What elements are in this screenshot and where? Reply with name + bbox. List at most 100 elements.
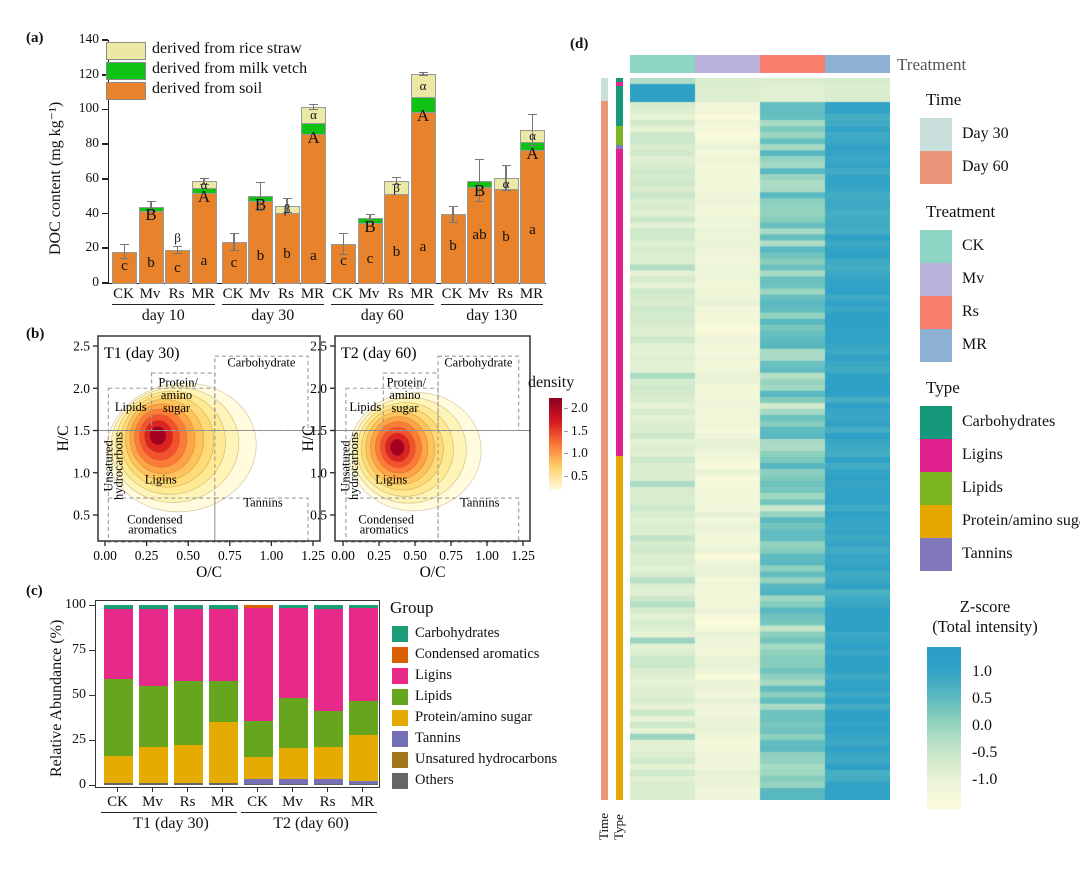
svg-text:hydrocarbons: hydrocarbons <box>111 432 125 500</box>
y-tick-label: 20 <box>85 239 100 255</box>
svg-text:1.00: 1.00 <box>475 548 499 563</box>
error-bar-cap <box>120 258 129 260</box>
significance-letter: b <box>283 246 291 263</box>
svg-text:2.0: 2.0 <box>310 381 327 396</box>
density-tick-mark <box>564 475 568 477</box>
svg-text:Ligins: Ligins <box>145 473 177 487</box>
density-tick-label: 2.0 <box>571 400 588 415</box>
svg-text:Lipids: Lipids <box>115 400 147 414</box>
density-tick-mark <box>564 430 568 432</box>
significance-letter-greek: α <box>502 175 510 191</box>
significance-letter-greek: β <box>174 229 181 245</box>
x-category-label: CK <box>332 286 353 302</box>
x-category-label: CK <box>107 794 128 810</box>
stack-segment <box>279 778 308 785</box>
bar-segment-soil <box>165 250 190 284</box>
x-category-label: MR <box>519 286 544 302</box>
time-legend-swatch <box>920 118 952 151</box>
abundance-bar-chart <box>95 600 380 788</box>
legend-label: Others <box>415 772 454 788</box>
svg-text:amino: amino <box>389 388 420 402</box>
svg-text:T2 (day 60): T2 (day 60) <box>341 345 417 362</box>
error-bar-cap <box>475 159 484 161</box>
significance-letter-capital: B <box>254 195 267 215</box>
treatment-legend-swatch <box>920 296 952 329</box>
zscore-tick-label: 1.0 <box>972 663 992 680</box>
significance-letter-capital: A <box>416 106 430 126</box>
significance-letter: a <box>529 221 536 238</box>
significance-letter: ab <box>472 227 487 244</box>
legend-label: derived from soil <box>152 80 263 97</box>
stack-segment <box>209 680 238 722</box>
x-category-label: Mv <box>249 286 270 302</box>
type-annotation-segment <box>616 85 623 126</box>
y-tick-mark <box>102 143 108 145</box>
svg-text:Condensed: Condensed <box>127 512 183 526</box>
stack-segment <box>174 605 203 609</box>
significance-letter: a <box>419 239 427 256</box>
significance-letter-greek: β <box>393 179 400 195</box>
error-bar-cap <box>528 114 537 116</box>
legend-swatch <box>106 42 146 60</box>
error-bar-cap <box>339 253 348 255</box>
stack-segment <box>349 701 378 735</box>
panel-d-label: (d) <box>570 36 589 52</box>
svg-text:O/C: O/C <box>196 564 222 580</box>
treatment-legend-swatch <box>920 230 952 263</box>
y-tick-mark <box>89 605 95 607</box>
significance-letter: b <box>502 228 510 245</box>
y-tick-label: 120 <box>78 65 99 81</box>
group-label: day 60 <box>360 307 404 324</box>
error-bar-cap <box>475 200 484 202</box>
y-tick-label: 100 <box>65 597 86 612</box>
time-annotation-segment <box>601 78 608 102</box>
group-label: day 30 <box>251 307 295 324</box>
x-category-label: CK <box>247 794 268 810</box>
panel-c-legend-title: Group <box>390 598 434 617</box>
stack-segment <box>244 757 273 779</box>
type-legend-swatch <box>920 472 952 505</box>
error-bar <box>259 182 262 211</box>
svg-text:Unsatured: Unsatured <box>338 440 352 492</box>
error-bar-cap <box>501 165 511 167</box>
y-tick-label: 50 <box>72 687 86 702</box>
svg-text:Tannins: Tannins <box>243 496 283 510</box>
stack-segment <box>139 747 168 784</box>
svg-text:amino: amino <box>161 388 192 402</box>
legend-swatch <box>392 731 408 747</box>
error-bar <box>203 178 205 185</box>
significance-letter: c <box>340 253 347 270</box>
stack-segment <box>279 605 308 608</box>
x-category-label: MR <box>410 286 434 302</box>
treatment-legend-label: Rs <box>962 303 979 320</box>
group-underline <box>440 304 543 306</box>
significance-letter: c <box>366 251 374 268</box>
legend-label: Condensed aromatics <box>415 646 540 662</box>
error-bar <box>505 165 507 191</box>
stack-segment <box>174 745 203 784</box>
x-category-label: MR <box>210 794 235 810</box>
group-underline <box>112 304 215 306</box>
significance-letter-capital: A <box>526 144 539 164</box>
svg-text:O/C: O/C <box>420 564 446 580</box>
panel-c-label: (c) <box>26 583 43 599</box>
svg-text:Ligins: Ligins <box>375 473 407 487</box>
y-tick-mark <box>102 73 108 76</box>
heatmap-treatment-annotation-label: Treatment <box>897 55 967 74</box>
error-bar-cap <box>392 176 401 178</box>
x-category-label: MR <box>350 794 375 810</box>
stack-segment <box>104 608 133 679</box>
x-category-label: Mv <box>282 794 303 810</box>
legend-label: derived from rice straw <box>152 40 302 57</box>
x-category-label: MR <box>300 286 325 302</box>
heatmap-time-annotation <box>601 78 608 800</box>
y-tick-label: 75 <box>72 642 86 657</box>
stack-segment <box>104 605 133 609</box>
significance-letter: b <box>256 247 265 264</box>
stack-segment <box>314 784 343 785</box>
stack-segment <box>349 734 378 782</box>
significance-letter-capital: B <box>473 180 486 200</box>
stack-segment <box>349 607 378 702</box>
error-bar-cap <box>146 211 156 213</box>
error-bar-cap <box>229 250 239 252</box>
